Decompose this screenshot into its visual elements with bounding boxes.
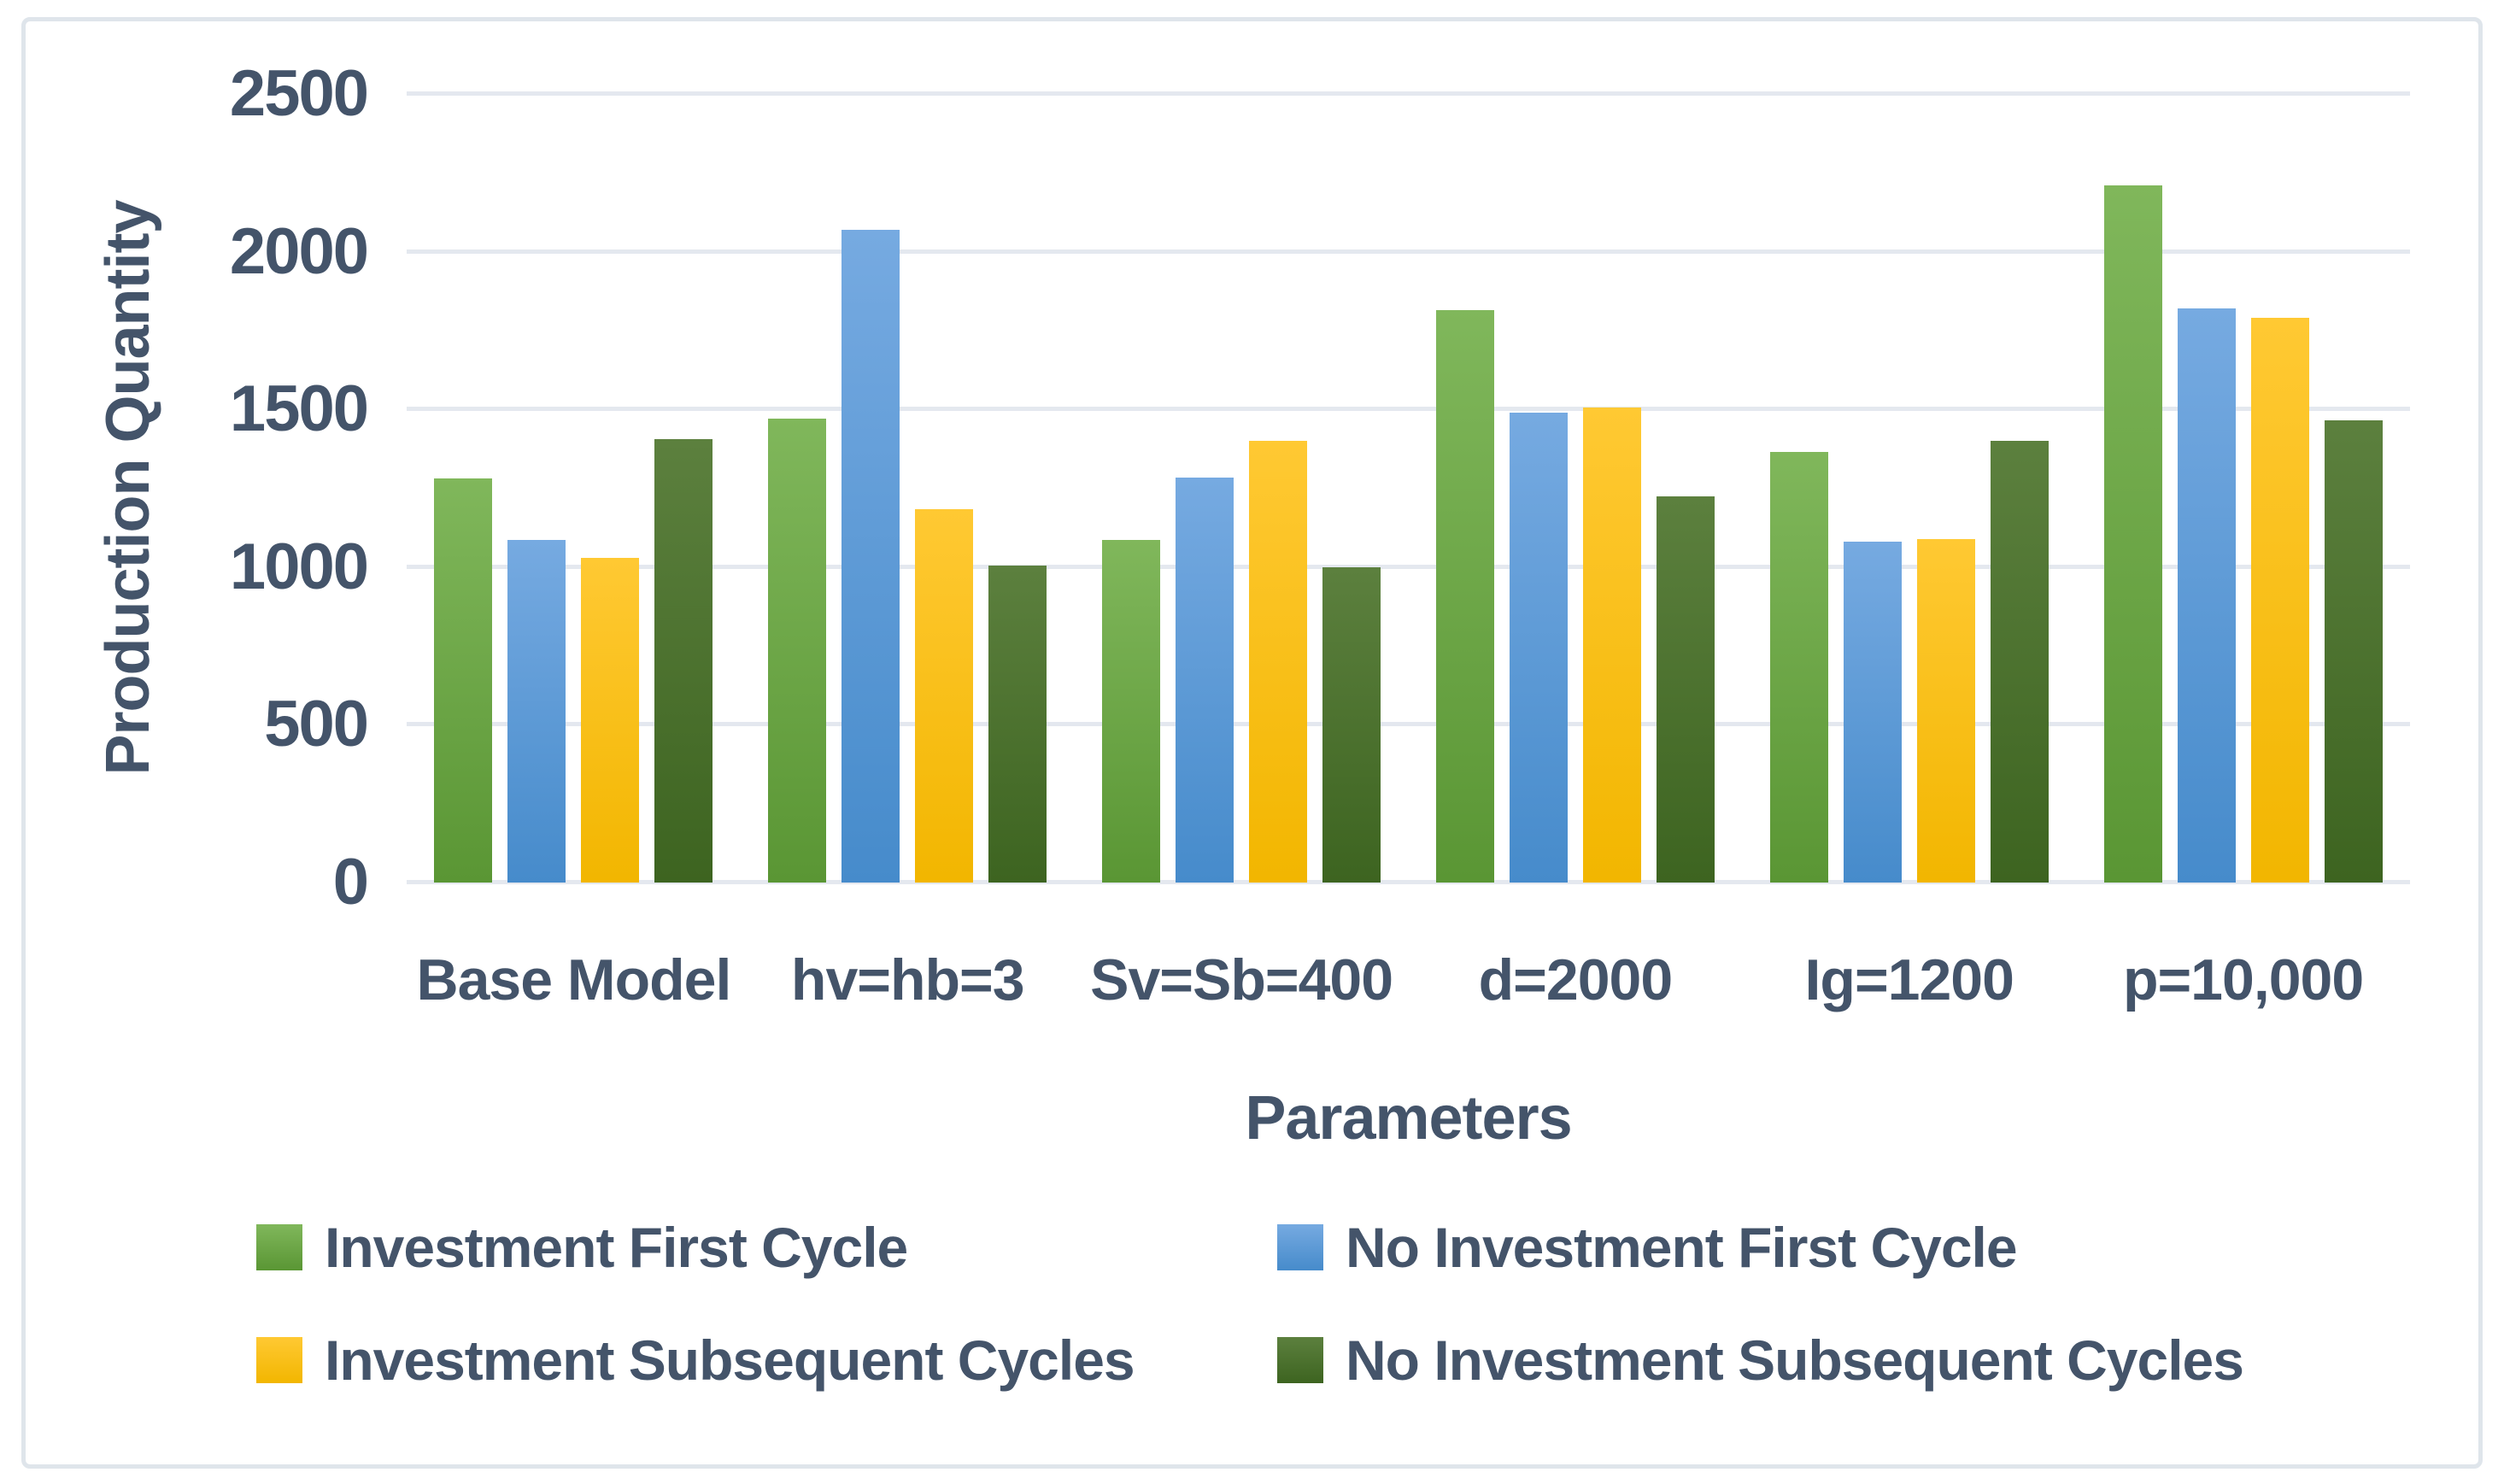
bar xyxy=(1249,441,1308,883)
legend-item: No Investment First Cycle xyxy=(1277,1215,2332,1280)
legend: Investment First Cycle No Investment Firs… xyxy=(256,1215,2332,1393)
gridline xyxy=(407,249,2410,254)
bar xyxy=(842,229,900,883)
bar xyxy=(1916,538,1975,883)
bar xyxy=(915,508,974,883)
legend-item: No Investment Subsequent Cycles xyxy=(1277,1328,2332,1393)
x-axis-labels: Base Model hv=hb=3 Sv=Sb=400 d=2000 Ig=1200 p… xyxy=(407,947,2410,1013)
y-tick-label: 2000 xyxy=(229,214,369,288)
bar xyxy=(1990,441,2049,883)
legend-item: Investment First Cycle xyxy=(256,1215,1277,1280)
bar xyxy=(1176,477,1234,883)
bar xyxy=(1656,496,1715,883)
plot-area xyxy=(407,91,2410,884)
gridlines xyxy=(407,91,2410,884)
x-tick-label: d=2000 xyxy=(1478,947,1674,1012)
y-tick-label: 500 xyxy=(264,688,369,761)
bar xyxy=(768,419,827,883)
x-tick-label: p=10,000 xyxy=(2122,947,2364,1012)
gridline xyxy=(407,880,2410,884)
y-axis-ticks: 0 500 1000 1500 2000 2500 xyxy=(0,62,381,915)
legend-label: Investment First Cycle xyxy=(325,1216,908,1279)
gridline xyxy=(407,407,2410,412)
y-tick-label: 2500 xyxy=(229,57,369,130)
legend-swatch xyxy=(1277,1224,1323,1270)
bar xyxy=(654,439,713,883)
bar-group-2 xyxy=(741,94,1075,883)
bar-group-3 xyxy=(1075,94,1409,883)
x-tick-label: hv=hb=3 xyxy=(790,947,1025,1012)
y-tick-label: 1000 xyxy=(229,530,369,603)
bar xyxy=(1322,566,1381,883)
bar xyxy=(1509,412,1568,883)
legend-label: No Investment Subsequent Cycles xyxy=(1346,1329,2244,1392)
bar xyxy=(1102,540,1161,883)
x-axis-title: Parameters xyxy=(1245,1084,1572,1153)
x-tick-label: Sv=Sb=400 xyxy=(1090,947,1393,1012)
bar xyxy=(507,540,566,883)
bar xyxy=(2250,318,2309,883)
bar xyxy=(1435,309,1494,883)
bar-group-5 xyxy=(1742,94,2076,883)
x-tick-label: Base Model xyxy=(416,947,731,1012)
y-tick-label: 1500 xyxy=(229,372,369,446)
y-tick-label: 0 xyxy=(332,846,369,918)
bar-group-1 xyxy=(407,94,741,883)
bar-groups xyxy=(407,94,2410,883)
bar xyxy=(2324,420,2383,883)
gridline xyxy=(407,91,2410,96)
bar xyxy=(1769,452,1828,883)
legend-item: Investment Subsequent Cycles xyxy=(256,1328,1277,1393)
bar-group-6 xyxy=(2076,94,2410,883)
legend-label: Investment Subsequent Cycles xyxy=(325,1329,1135,1392)
bar xyxy=(581,557,640,883)
legend-label: No Investment First Cycle xyxy=(1346,1216,2018,1279)
bar xyxy=(1582,408,1641,883)
legend-swatch xyxy=(256,1337,302,1383)
legend-swatch xyxy=(256,1224,302,1270)
legend-swatch xyxy=(1277,1337,1323,1383)
gridline xyxy=(407,564,2410,569)
bar-group-4 xyxy=(1408,94,1742,883)
bar xyxy=(434,478,493,883)
bar xyxy=(2177,308,2236,883)
bar xyxy=(988,565,1047,883)
bar xyxy=(1843,542,1902,883)
bar xyxy=(2103,185,2162,883)
gridline xyxy=(407,722,2410,727)
x-tick-label: Ig=1200 xyxy=(1804,947,2014,1012)
